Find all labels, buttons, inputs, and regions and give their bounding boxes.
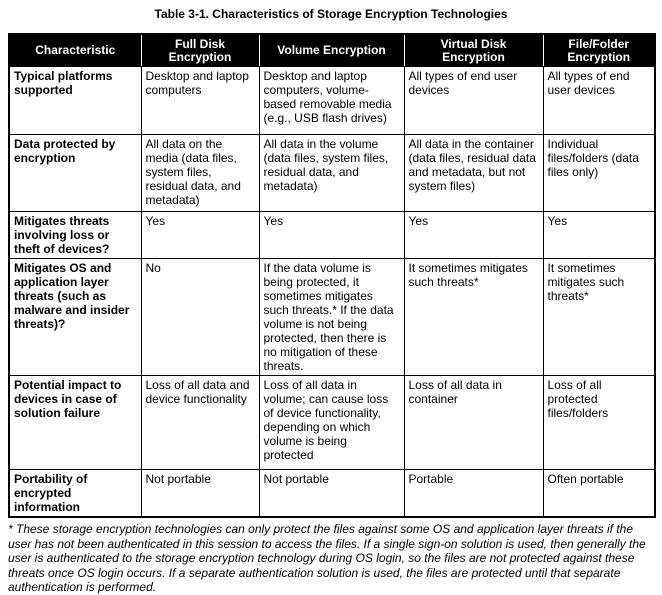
table-cell: Loss of all data and device functionalit… [140, 375, 260, 470]
row-header: Potential impact to devices in case of s… [8, 375, 142, 470]
column-header-virtual-disk: Virtual Disk Encryption [403, 33, 544, 67]
table-cell: Portable [403, 469, 544, 518]
column-header-file-folder: File/Folder Encryption [542, 33, 656, 67]
table-cell: Individual files/folders (data files onl… [542, 134, 656, 212]
table-row-os-threats: Mitigates OS and application layer threa… [8, 258, 656, 376]
table-cell: Loss of all data in volume; can cause lo… [258, 375, 405, 470]
table-cell: Loss of all data in container [403, 375, 544, 470]
row-header: Data protected by encryption [8, 134, 142, 212]
table-cell: Yes [542, 211, 656, 259]
table-header-row: Characteristic Full Disk Encryption Volu… [8, 33, 656, 67]
column-header-volume: Volume Encryption [258, 33, 405, 67]
row-header: Typical platforms supported [8, 66, 142, 135]
table-cell: Yes [140, 211, 260, 259]
table-cell: Not portable [258, 469, 405, 518]
table-cell: Not portable [140, 469, 260, 518]
table-cell: All types of end user devices [403, 66, 544, 135]
table-cell: Yes [258, 211, 405, 259]
table-cell: All data on the media (data files, syste… [140, 134, 260, 212]
table-cell: Desktop and laptop computers [140, 66, 260, 135]
table-cell: Often portable [542, 469, 656, 518]
table-cell: Loss of all protected files/folders [542, 375, 656, 470]
table-cell: Desktop and laptop computers, volume-bas… [258, 66, 405, 135]
table-cell: All data in the volume (data files, syst… [258, 134, 405, 212]
row-header: Mitigates threats involving loss or thef… [8, 211, 142, 259]
column-header-full-disk: Full Disk Encryption [140, 33, 260, 67]
table-row-portability: Portability of encrypted information Not… [8, 469, 656, 518]
table-row-loss-theft: Mitigates threats involving loss or thef… [8, 211, 656, 259]
table-row-impact: Potential impact to devices in case of s… [8, 375, 656, 470]
table-title: Table 3-1. Characteristics of Storage En… [154, 7, 508, 21]
table-cell: If the data volume is being protected, i… [258, 258, 405, 376]
table-cell: Yes [403, 211, 544, 259]
table-cell: All types of end user devices [542, 66, 656, 135]
table-row-data-protected: Data protected by encryption All data on… [8, 134, 656, 212]
table-cell: All data in the container (data files, r… [403, 134, 544, 212]
table-cell: It sometimes mitigates such threats* [542, 258, 656, 376]
table-cell: No [140, 258, 260, 376]
row-header: Mitigates OS and application layer threa… [8, 258, 142, 376]
table-footnote: * These storage encryption technologies … [8, 522, 646, 594]
storage-encryption-table: Characteristic Full Disk Encryption Volu… [8, 33, 656, 518]
table-row-platforms: Typical platforms supported Desktop and … [8, 66, 656, 135]
column-header-characteristic: Characteristic [8, 33, 142, 67]
row-header: Portability of encrypted information [8, 469, 142, 518]
table-cell: It sometimes mitigates such threats* [403, 258, 544, 376]
